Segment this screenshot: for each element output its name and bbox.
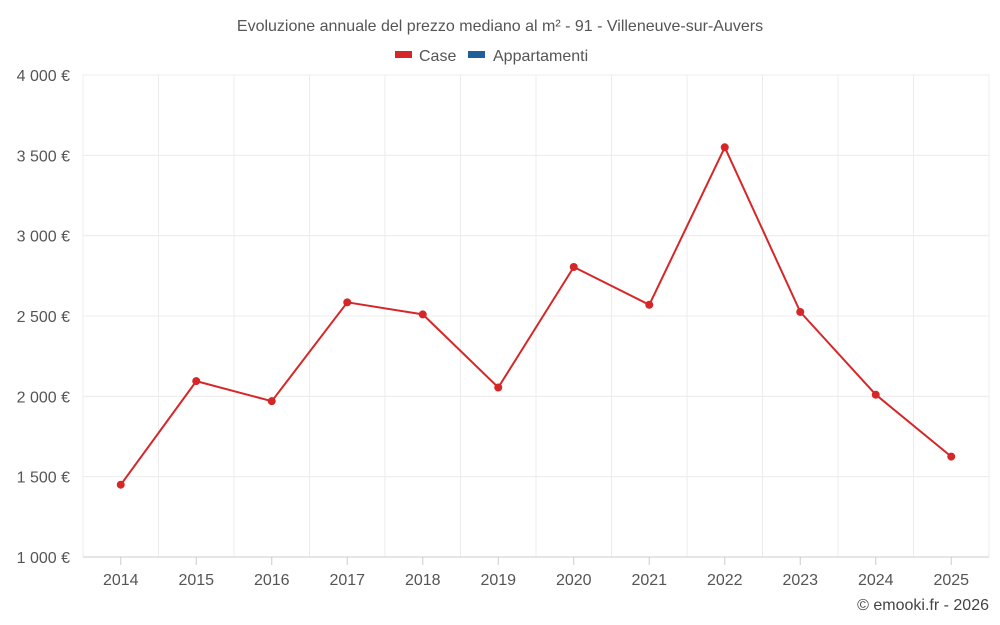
data-point-2025[interactable] (947, 452, 956, 461)
legend-swatch-case (395, 51, 412, 58)
data-point-2016[interactable] (267, 397, 276, 406)
data-point-2018[interactable] (418, 310, 427, 319)
legend: Case Appartamenti (395, 48, 588, 65)
y-tick-label: 3 000 € (17, 229, 70, 246)
data-point-2024[interactable] (871, 390, 880, 399)
legend-label-appartamenti: Appartamenti (493, 48, 588, 65)
legend-item-appartamenti[interactable]: Appartamenti (468, 48, 588, 65)
x-tick-label: 2017 (329, 572, 365, 589)
credit-text: © emooki.fr - 2026 (857, 597, 989, 614)
y-tick-label: 1 500 € (17, 470, 70, 487)
data-point-2022[interactable] (720, 143, 729, 152)
data-point-2023[interactable] (796, 307, 805, 316)
x-tick-label: 2024 (858, 572, 894, 589)
axes: 1 000 € 1 500 € 2 000 € 2 500 € 3 000 € 3 500… (17, 68, 989, 589)
chart-title: Evoluzione annuale del prezzo mediano al… (237, 18, 763, 35)
x-tick-label: 2020 (556, 572, 592, 589)
x-tick-label: 2015 (178, 572, 214, 589)
data-point-2020[interactable] (569, 262, 578, 271)
x-tick-label: 2016 (254, 572, 290, 589)
x-tick-label: 2023 (782, 572, 818, 589)
x-tick-label: 2022 (707, 572, 743, 589)
y-tick-label: 4 000 € (17, 68, 70, 85)
x-tick-label: 2018 (405, 572, 441, 589)
data-point-2021[interactable] (645, 300, 654, 309)
data-point-2014[interactable] (116, 480, 125, 489)
y-tick-label: 3 500 € (17, 148, 70, 165)
x-tick-label: 2021 (631, 572, 667, 589)
series (116, 143, 956, 489)
y-tick-label: 1 000 € (17, 550, 70, 567)
legend-label-case: Case (419, 48, 456, 65)
x-tick-label: 2014 (103, 572, 139, 589)
data-point-2019[interactable] (494, 383, 503, 392)
grid (82, 74, 990, 557)
series-line-case (119, 146, 952, 486)
data-point-2015[interactable] (192, 377, 201, 386)
y-tick-label: 2 500 € (17, 309, 70, 326)
y-tick-label: 2 000 € (17, 389, 70, 406)
x-tick-label: 2019 (480, 572, 516, 589)
data-point-2017[interactable] (343, 298, 352, 307)
x-tick-label: 2025 (933, 572, 969, 589)
legend-swatch-appartamenti (468, 51, 485, 58)
legend-item-case[interactable]: Case (395, 48, 456, 65)
